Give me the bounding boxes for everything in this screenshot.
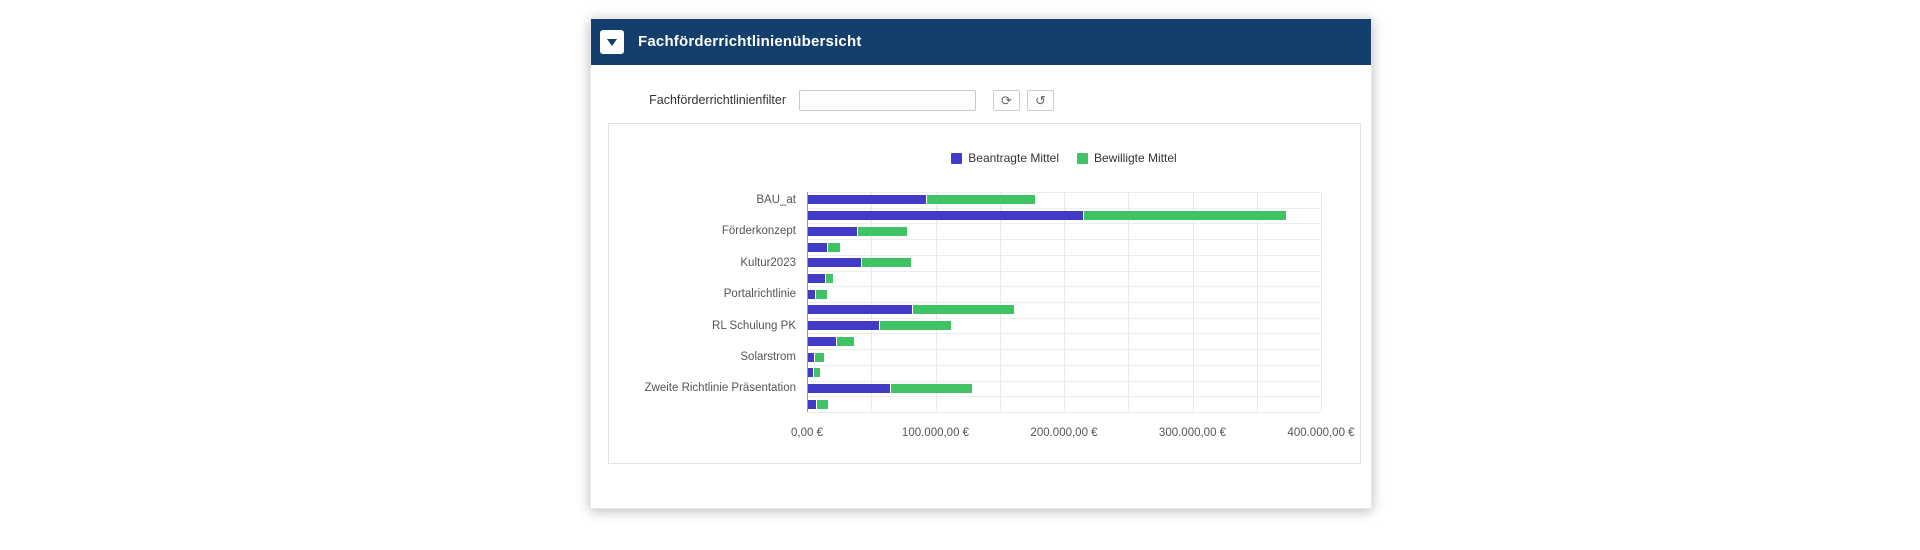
chart-container: Beantragte Mittel Bewilligte Mittel BAU_a… xyxy=(608,123,1361,464)
vertical-gridline xyxy=(1064,192,1065,412)
legend-item[interactable]: Beantragte Mittel xyxy=(951,151,1059,165)
x-axis-tick-label: 200.000,00 € xyxy=(1030,427,1098,439)
bar-beantragte-mittel[interactable] xyxy=(808,195,927,205)
category-label: Förderkonzept xyxy=(721,225,796,238)
vertical-gridline xyxy=(871,192,873,412)
bar-beantragte-mittel[interactable] xyxy=(808,321,879,331)
refresh-icon: ⟳ xyxy=(1001,93,1012,108)
category-label: Portalrichtlinie xyxy=(723,288,796,301)
category-label: Kultur2023 xyxy=(740,256,796,269)
vertical-gridline xyxy=(1192,192,1194,412)
x-axis-tick-label: 400.000,00 € xyxy=(1287,427,1355,439)
bar-beantragte-mittel[interactable] xyxy=(808,242,828,252)
legend-swatch-icon xyxy=(1077,152,1088,164)
bar-bewilligte-mittel[interactable] xyxy=(824,273,834,283)
bar-beantragte-mittel[interactable] xyxy=(808,289,816,299)
x-axis-tick-label: 100.000,00 € xyxy=(901,427,970,439)
vertical-gridline xyxy=(999,192,1001,412)
bar-bewilligte-mittel[interactable] xyxy=(926,195,1036,205)
bar-bewilligte-mittel[interactable] xyxy=(860,258,911,268)
filter-label: Fachförderrichtlinienfilter xyxy=(649,93,786,107)
bar-beantragte-mittel[interactable] xyxy=(808,258,861,268)
bar-bewilligte-mittel[interactable] xyxy=(890,383,973,393)
legend-swatch-icon xyxy=(951,152,963,164)
reset-icon: ↺ xyxy=(1035,93,1046,108)
bar-beantragte-mittel[interactable] xyxy=(808,399,816,409)
collapse-panel-button[interactable] xyxy=(600,30,624,54)
bar-bewilligte-mittel[interactable] xyxy=(856,226,907,236)
reset-button[interactable]: ↺ xyxy=(1027,90,1054,111)
bar-bewilligte-mittel[interactable] xyxy=(813,368,821,378)
bar-bewilligte-mittel[interactable] xyxy=(815,289,827,299)
bar-bewilligte-mittel[interactable] xyxy=(813,352,825,362)
horizontal-gridline xyxy=(807,412,1321,413)
category-label: Zweite Richtlinie Präsentation xyxy=(644,382,797,395)
bar-beantragte-mittel[interactable] xyxy=(808,273,825,283)
panel-title: Fachförderrichtlinienübersicht xyxy=(638,33,862,50)
x-axis-tick-label: 300.000,00 € xyxy=(1158,427,1227,439)
chevron-down-icon xyxy=(607,38,617,46)
bar-bewilligte-mittel[interactable] xyxy=(836,336,855,346)
fachfoerderrichtlinienfilter-input[interactable] xyxy=(799,90,976,111)
bar-bewilligte-mittel[interactable] xyxy=(1083,211,1286,221)
fachfoerderrichtlinien-panel: Fachförderrichtlinienübersicht Fachförde… xyxy=(590,18,1372,509)
category-label: BAU_at xyxy=(756,193,796,206)
vertical-gridline xyxy=(1128,192,1130,412)
bar-beantragte-mittel[interactable] xyxy=(808,368,814,378)
bar-beantragte-mittel[interactable] xyxy=(808,211,1083,221)
y-axis-line xyxy=(807,192,808,412)
vertical-gridline xyxy=(1321,192,1322,412)
bar-bewilligte-mittel[interactable] xyxy=(878,321,951,331)
bar-beantragte-mittel[interactable] xyxy=(808,336,837,346)
bar-beantragte-mittel[interactable] xyxy=(808,305,913,315)
vertical-gridline xyxy=(1256,192,1258,412)
bar-beantragte-mittel[interactable] xyxy=(808,226,857,236)
refresh-button[interactable]: ⟳ xyxy=(993,90,1020,111)
bar-beantragte-mittel[interactable] xyxy=(808,383,891,393)
panel-header: Fachförderrichtlinienübersicht xyxy=(591,19,1371,65)
bar-bewilligte-mittel[interactable] xyxy=(827,242,841,252)
legend-label: Beantragte Mittel xyxy=(968,151,1059,165)
legend-label: Bewilligte Mittel xyxy=(1094,151,1177,165)
bar-beantragte-mittel[interactable] xyxy=(808,352,814,362)
legend-item[interactable]: Bewilligte Mittel xyxy=(1077,151,1177,165)
x-axis-tick-label: 0,00 € xyxy=(791,427,823,439)
bar-bewilligte-mittel[interactable] xyxy=(815,399,828,409)
category-label: RL Schulung PK xyxy=(712,319,796,332)
vertical-gridline xyxy=(935,192,937,412)
chart-legend: Beantragte Mittel Bewilligte Mittel xyxy=(807,150,1321,166)
bar-bewilligte-mittel[interactable] xyxy=(912,305,1014,315)
category-label: Solarstrom xyxy=(740,351,796,363)
